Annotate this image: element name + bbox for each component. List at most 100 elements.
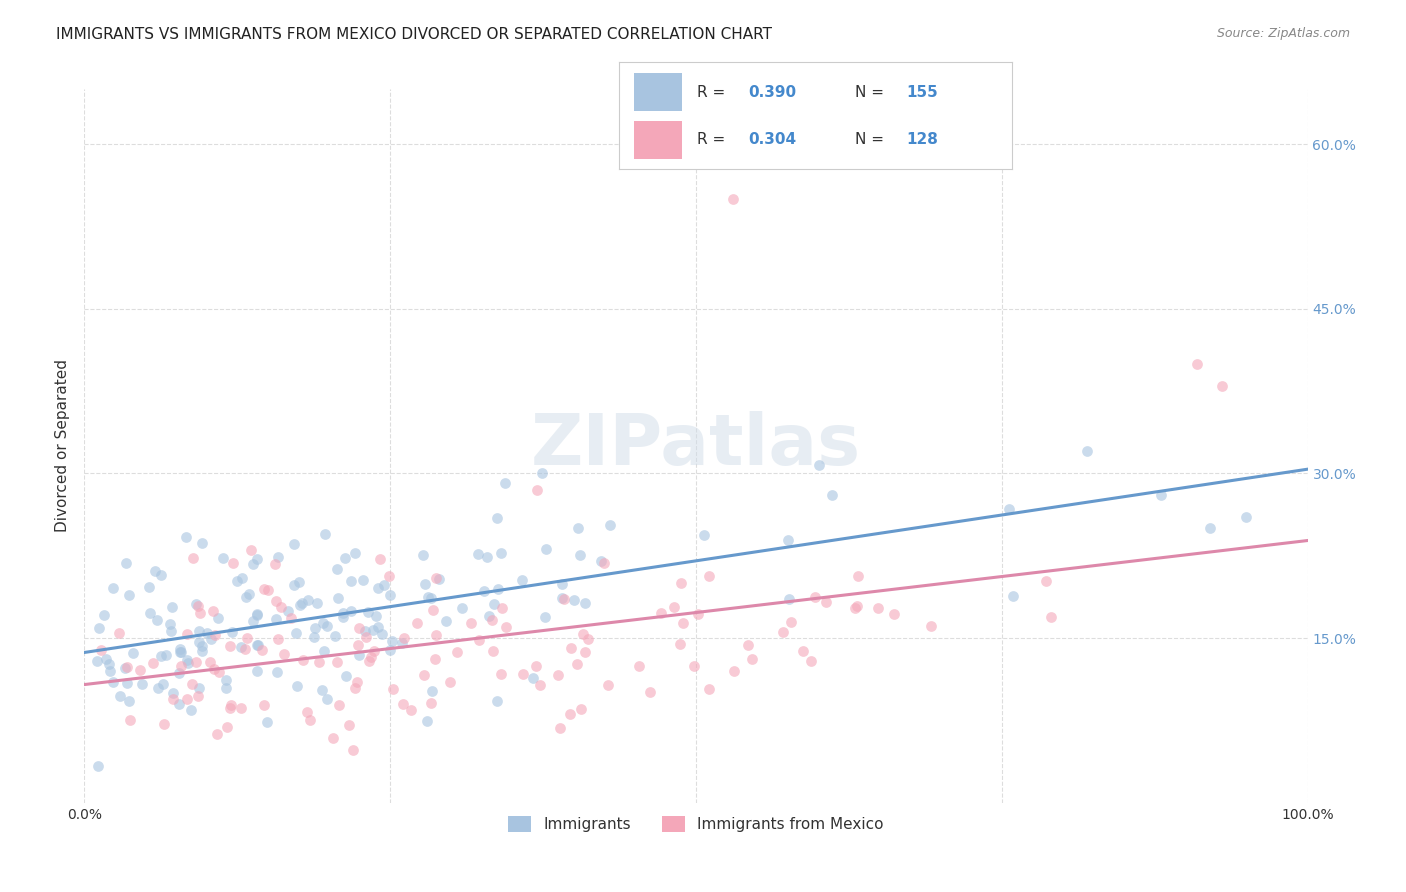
Point — [212, 551, 235, 566]
Point — [131, 676, 153, 690]
Point — [529, 678, 551, 692]
Point — [420, 697, 443, 711]
Point — [263, 558, 285, 572]
Point — [198, 655, 221, 669]
Point — [159, 617, 181, 632]
Point — [391, 636, 413, 650]
Point — [226, 574, 249, 589]
Point — [1236, 510, 1258, 524]
Point — [526, 483, 548, 497]
Point — [800, 654, 823, 668]
Point — [425, 571, 447, 585]
Point — [510, 573, 533, 587]
Point — [94, 651, 117, 665]
Point — [574, 596, 596, 610]
Point — [361, 623, 384, 637]
Point — [114, 661, 136, 675]
Point — [332, 607, 354, 621]
Point — [267, 550, 290, 565]
Point — [139, 606, 162, 620]
Point — [98, 664, 121, 678]
Point — [115, 660, 138, 674]
Point — [721, 192, 744, 206]
Point — [344, 546, 367, 560]
Point — [574, 645, 596, 659]
Point — [419, 591, 441, 606]
Point — [246, 607, 269, 621]
Point — [571, 701, 593, 715]
Point — [558, 706, 581, 721]
Point — [808, 458, 831, 472]
Point — [222, 556, 245, 570]
Point — [190, 644, 212, 658]
Point — [108, 625, 131, 640]
Point — [176, 627, 198, 641]
Point — [201, 604, 224, 618]
Point — [87, 758, 110, 772]
Point — [1001, 589, 1024, 603]
Point — [533, 609, 555, 624]
Point — [256, 715, 278, 730]
Point — [413, 667, 436, 681]
Point — [101, 674, 124, 689]
Point — [446, 645, 468, 659]
Point — [298, 714, 321, 728]
Point — [662, 600, 685, 615]
Point — [472, 583, 495, 598]
Point — [246, 608, 269, 623]
Point — [253, 698, 276, 712]
Point — [247, 638, 270, 652]
Point — [524, 659, 547, 673]
Point — [551, 591, 574, 606]
Point — [187, 599, 209, 613]
Point — [337, 718, 360, 732]
Point — [697, 569, 720, 583]
Point — [188, 634, 211, 648]
Point — [591, 554, 613, 568]
Point — [567, 521, 589, 535]
Point — [1076, 444, 1098, 458]
Point — [291, 652, 314, 666]
Text: N =: N = — [855, 132, 889, 147]
Point — [277, 604, 299, 618]
Point — [120, 713, 142, 727]
Point — [495, 620, 517, 634]
Point — [204, 628, 226, 642]
Point — [270, 599, 292, 614]
Point — [187, 689, 209, 703]
Point — [536, 541, 558, 556]
Point — [340, 603, 363, 617]
Point — [553, 591, 575, 606]
Point — [425, 628, 447, 642]
Point — [814, 595, 837, 609]
Point — [266, 612, 288, 626]
Point — [253, 582, 276, 596]
Point — [287, 575, 309, 590]
Point — [406, 615, 429, 630]
Point — [340, 574, 363, 588]
Point — [412, 548, 434, 562]
Point — [392, 697, 415, 711]
Point — [152, 717, 174, 731]
Point — [494, 476, 516, 491]
Point — [1198, 521, 1220, 535]
Point — [686, 607, 709, 621]
Point — [416, 591, 439, 605]
Point — [367, 581, 389, 595]
Point — [593, 556, 616, 570]
Point — [460, 615, 482, 630]
Point — [312, 616, 335, 631]
Point — [475, 549, 498, 564]
Point — [215, 681, 238, 695]
Point — [322, 731, 344, 745]
Point — [382, 682, 405, 697]
Point — [238, 587, 260, 601]
Point — [399, 703, 422, 717]
Point — [169, 645, 191, 659]
Point — [551, 576, 574, 591]
Point — [187, 624, 209, 638]
Point — [305, 596, 328, 610]
Point — [883, 607, 905, 621]
Point — [481, 613, 503, 627]
Point — [138, 580, 160, 594]
